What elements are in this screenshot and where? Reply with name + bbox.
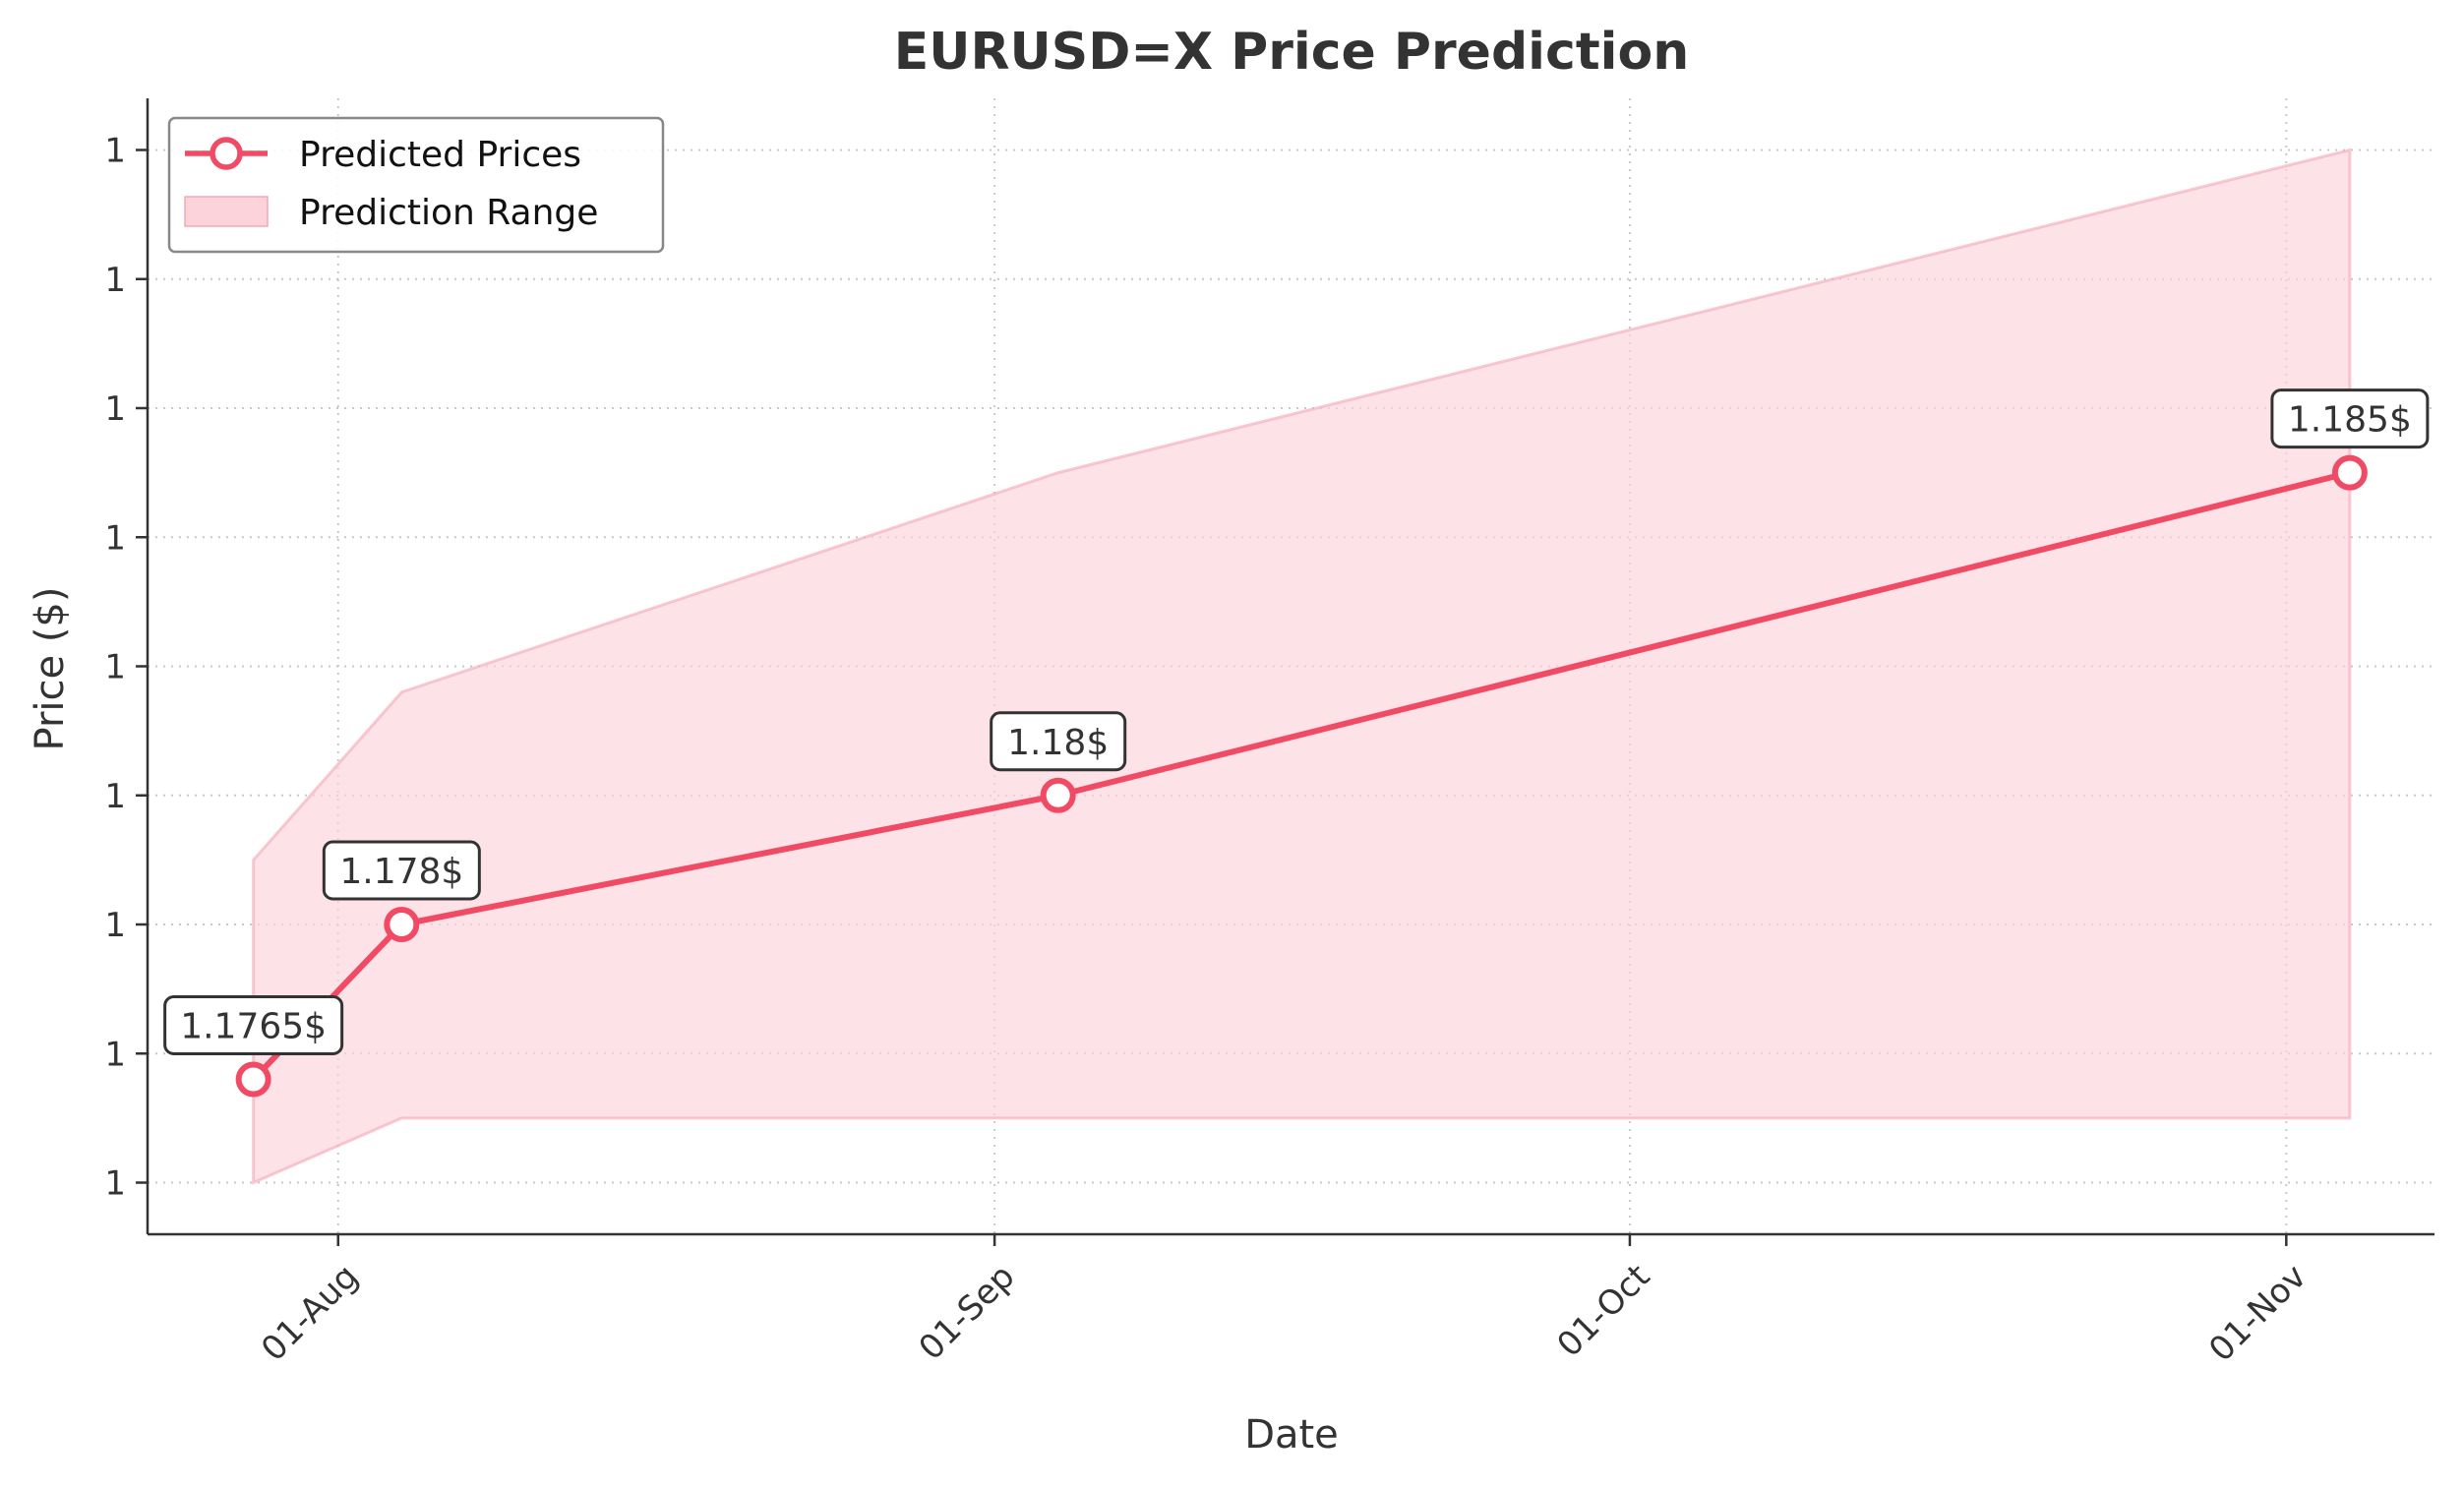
legend-label-prediction-range: Prediction Range <box>299 193 598 233</box>
legend-marker-swatch <box>210 137 243 170</box>
chart-title: EURUSD=X Price Prediction <box>894 23 1690 82</box>
y-tick-label: 1 <box>104 518 126 558</box>
y-tick-label: 1 <box>104 906 126 945</box>
legend-band-swatch <box>184 196 269 227</box>
y-ticks: 1 1 1 1 1 1 1 1 1 <box>104 132 148 1204</box>
legend-label-predicted-prices: Predicted Prices <box>299 135 581 175</box>
legend: Predicted Prices Prediction Range <box>167 116 665 254</box>
value-annotation-box <box>322 840 481 901</box>
y-tick-label: 1 <box>104 132 126 171</box>
value-annotation-box <box>990 711 1127 772</box>
y-tick-label: 1 <box>104 389 126 429</box>
value-annotation-label: 1.178$ <box>339 852 463 892</box>
y-tick-label: 1 <box>104 1035 126 1074</box>
legend-frame <box>167 116 665 254</box>
value-annotation-label: 1.1765$ <box>180 1007 327 1047</box>
value-annotation-label: 1.185$ <box>2288 400 2412 441</box>
prediction-range-band <box>252 148 2352 1185</box>
predicted-price-point <box>384 907 420 942</box>
prediction-range-area <box>252 148 2352 1185</box>
predicted-price-point <box>1040 777 1076 813</box>
predicted-price-point <box>235 1061 271 1098</box>
value-annotation-box <box>163 995 344 1055</box>
value-annotation-label: 1.18$ <box>1007 723 1109 763</box>
y-tick-label: 1 <box>104 648 126 687</box>
value-annotation-box <box>2270 388 2430 449</box>
y-tick-label: 1 <box>104 261 126 300</box>
predicted-price-point <box>2331 454 2368 491</box>
y-tick-label: 1 <box>104 1164 126 1204</box>
y-tick-label: 1 <box>104 777 126 816</box>
annotations: 1.1765$ 1.178$ 1.18$ 1.185$ <box>163 388 2430 1055</box>
y-axis-label: Price ($) <box>28 587 73 751</box>
x-axis-label: Date <box>1244 1412 1339 1458</box>
